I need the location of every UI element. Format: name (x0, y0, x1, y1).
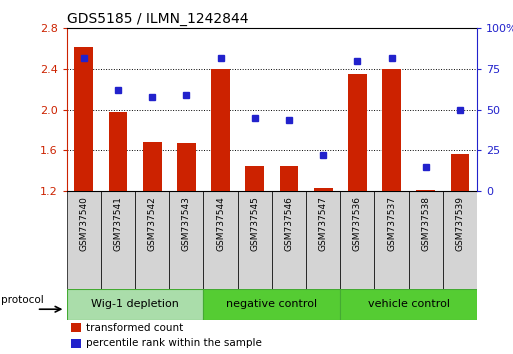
Bar (280, 166, 299, 191)
Text: Wig-1 depletion: Wig-1 depletion (91, 299, 179, 309)
Text: GSM737542: GSM737542 (148, 196, 156, 251)
Text: vehicle control: vehicle control (368, 299, 450, 309)
Text: GSM737540: GSM737540 (80, 196, 88, 251)
Text: percentile rank within the sample: percentile rank within the sample (86, 338, 262, 348)
Text: protocol: protocol (2, 295, 44, 305)
Text: GSM737547: GSM737547 (319, 196, 328, 251)
Bar (143, 142, 162, 191)
Text: GSM737544: GSM737544 (216, 196, 225, 251)
Bar (450, 154, 469, 191)
Bar (340, 191, 374, 289)
Text: GSM737545: GSM737545 (250, 196, 259, 251)
Bar (272, 191, 306, 289)
Bar (109, 112, 127, 191)
Bar (67, 191, 101, 289)
Bar (245, 166, 264, 191)
Bar (340, 289, 477, 320)
Bar (135, 191, 169, 289)
Bar (382, 69, 401, 191)
Bar (71, 323, 81, 332)
Bar (71, 339, 81, 348)
Bar (204, 191, 238, 289)
Text: GSM737541: GSM737541 (113, 196, 123, 251)
Bar (169, 191, 204, 289)
Text: negative control: negative control (226, 299, 318, 309)
Bar (417, 190, 435, 191)
Text: GSM737538: GSM737538 (421, 196, 430, 251)
Bar (74, 47, 93, 191)
Bar (177, 143, 196, 191)
Bar (443, 191, 477, 289)
Text: GDS5185 / ILMN_1242844: GDS5185 / ILMN_1242844 (67, 12, 248, 26)
Text: GSM737546: GSM737546 (285, 196, 293, 251)
Text: GSM737539: GSM737539 (456, 196, 464, 251)
Bar (67, 289, 204, 320)
Text: GSM737536: GSM737536 (353, 196, 362, 251)
Text: GSM737537: GSM737537 (387, 196, 396, 251)
Bar (314, 188, 332, 191)
Bar (204, 289, 340, 320)
Bar (101, 191, 135, 289)
Text: transformed count: transformed count (86, 322, 184, 332)
Bar (238, 191, 272, 289)
Bar (374, 191, 409, 289)
Bar (348, 74, 367, 191)
Bar (306, 191, 340, 289)
Bar (409, 191, 443, 289)
Bar (211, 69, 230, 191)
Text: GSM737543: GSM737543 (182, 196, 191, 251)
